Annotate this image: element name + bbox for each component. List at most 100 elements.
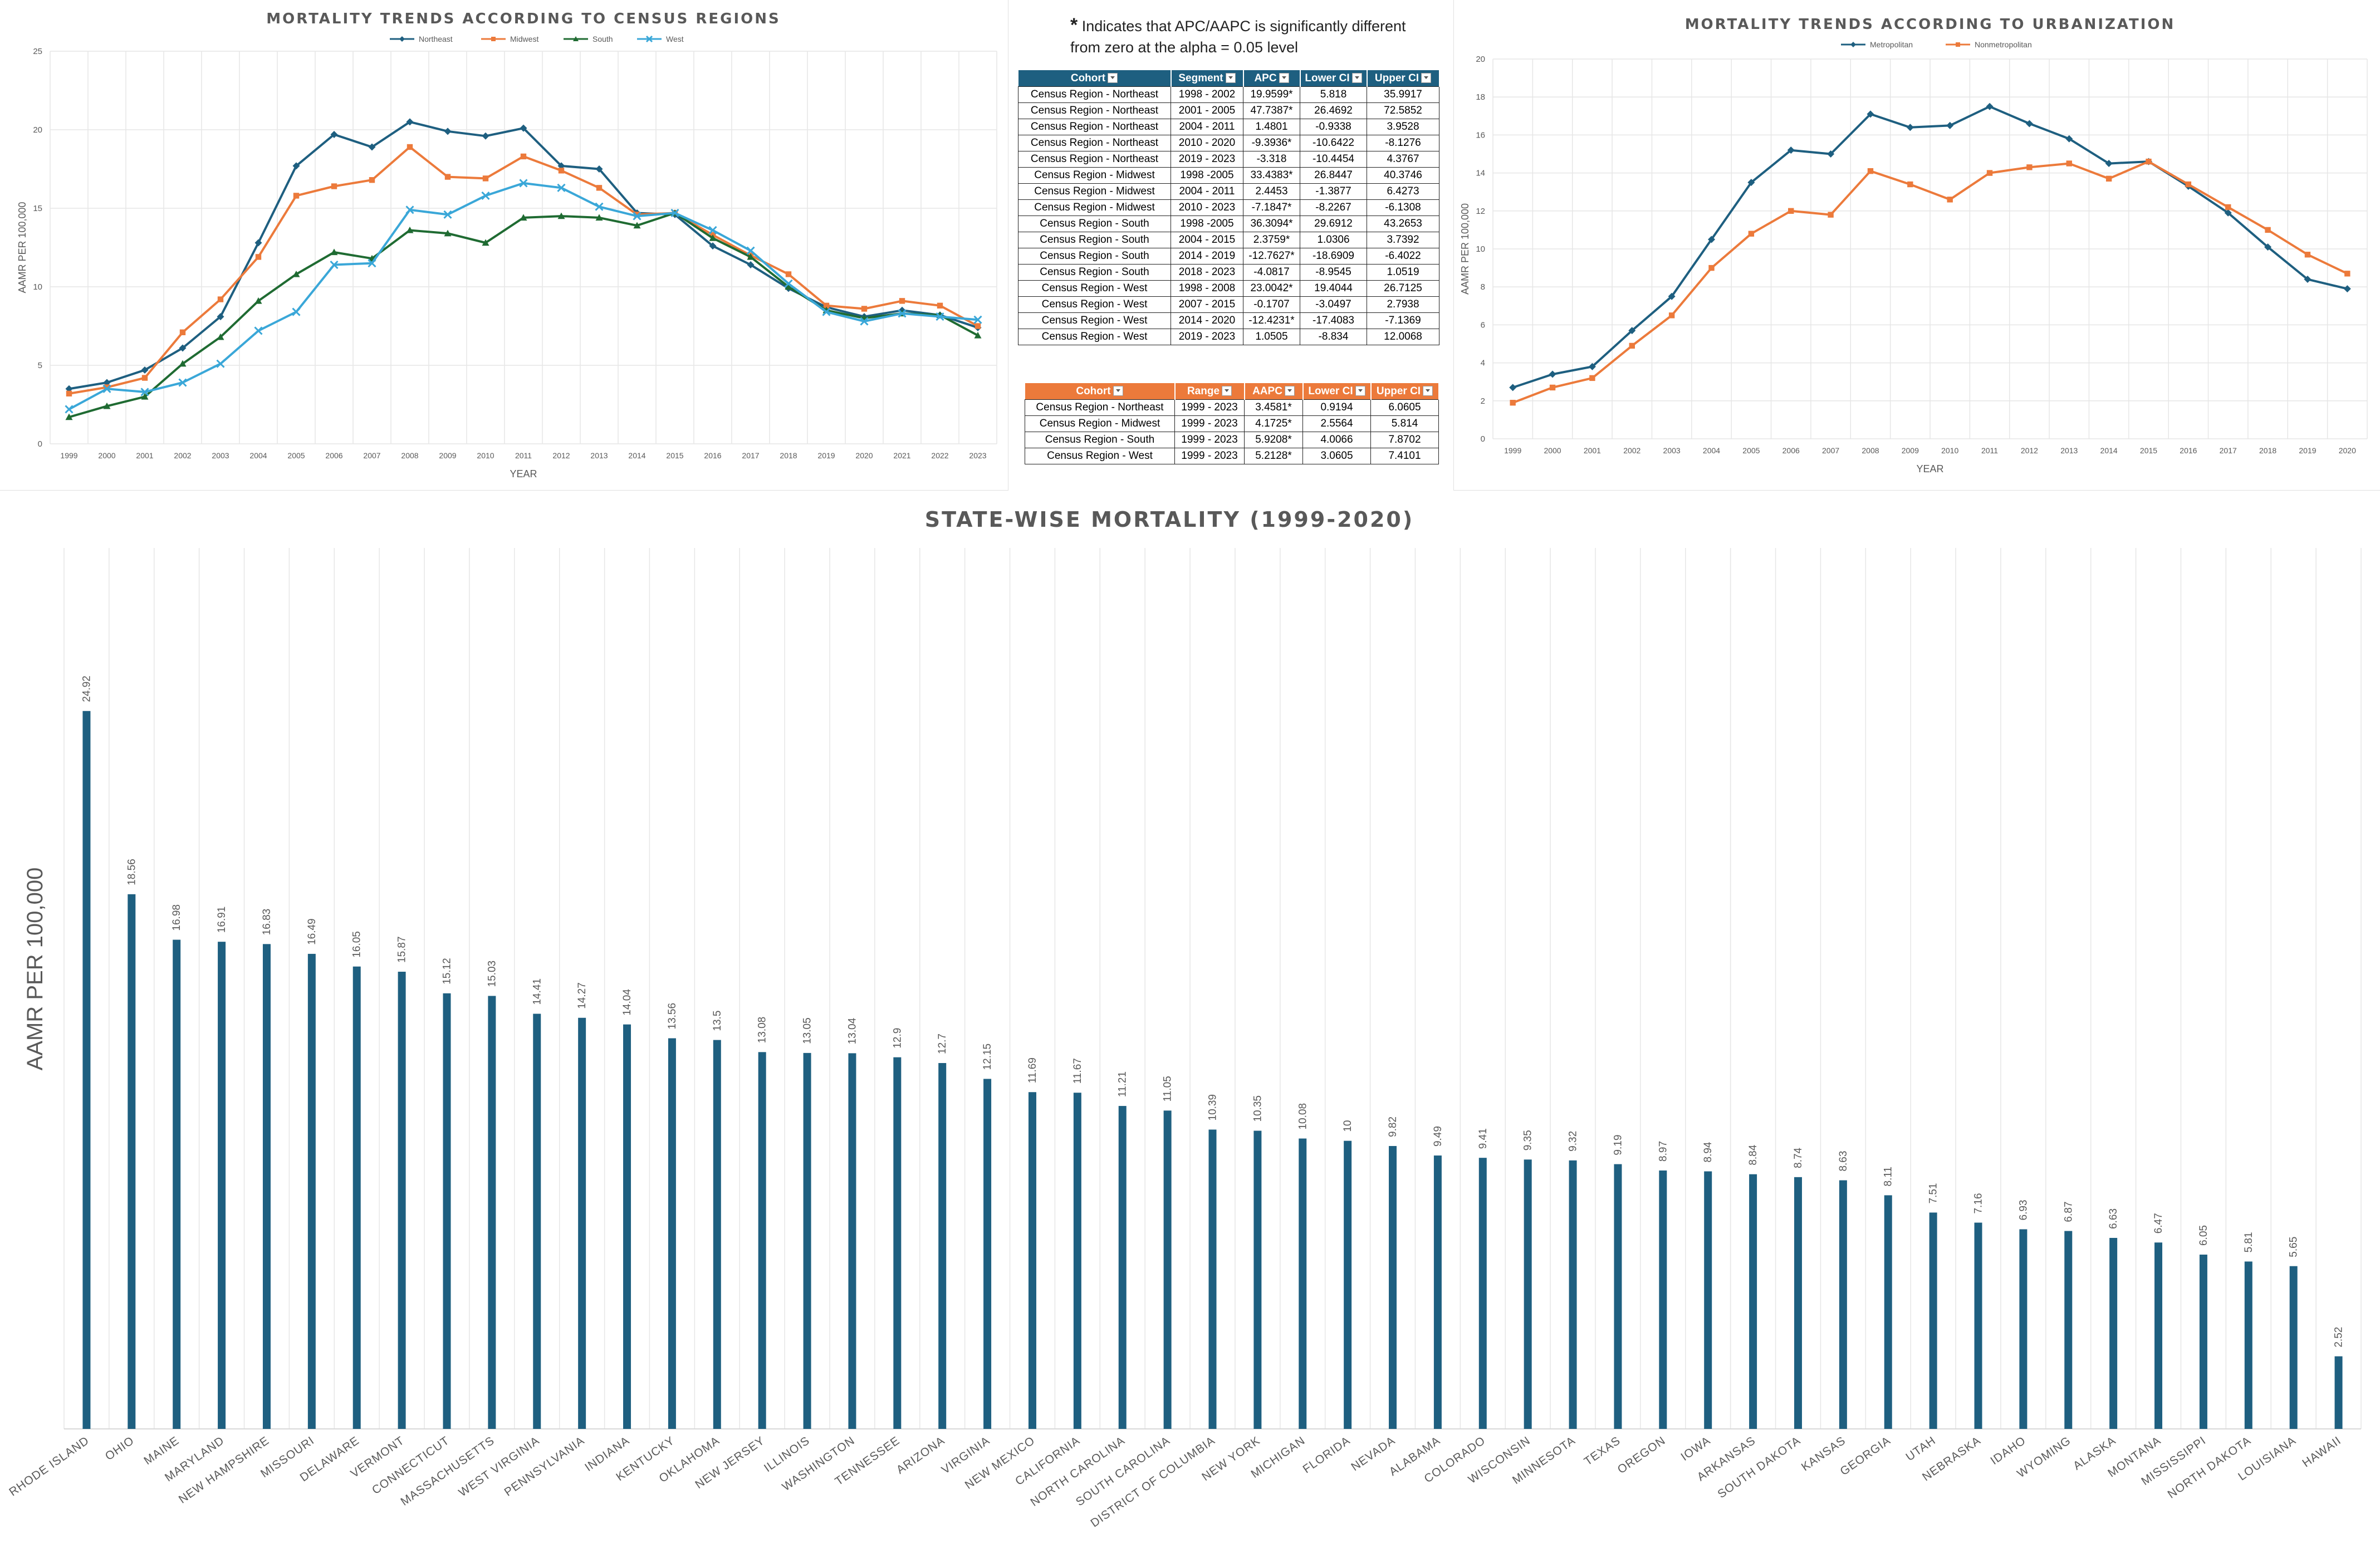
legend-marker bbox=[1850, 42, 1856, 47]
x-tick-label: OREGON bbox=[1615, 1434, 1668, 1476]
x-tick-label: 2005 bbox=[287, 451, 305, 460]
data-point-northeast bbox=[368, 143, 376, 151]
apc-table-row: Census Region - South 1998 -2005 36.3094* 2… bbox=[1018, 216, 1439, 232]
data-label: 13.08 bbox=[757, 1017, 768, 1044]
filter-dropdown-icon[interactable] bbox=[1421, 73, 1432, 84]
aapc-table-cell-aapc: 5.2128* bbox=[1244, 448, 1303, 464]
apc-table-cell-segment: 2014 - 2019 bbox=[1171, 248, 1243, 265]
bar-wyoming bbox=[2064, 1231, 2073, 1429]
bar-group-idaho: 6.93 IDAHO bbox=[1988, 1200, 2029, 1468]
apc-table-cell-upper-ci: -8.1276 bbox=[1367, 135, 1439, 151]
data-label: 5.65 bbox=[2288, 1237, 2300, 1257]
filter-dropdown-icon[interactable] bbox=[1225, 73, 1236, 84]
data-point-nonmetropolitan bbox=[2026, 164, 2033, 170]
urbanization-chart-panel: MORTALITY TRENDS ACCORDING TO URBANIZATI… bbox=[1453, 0, 2380, 491]
apc-table-cell-apc: -12.7627* bbox=[1243, 248, 1300, 265]
apc-table-cell-apc: -7.1847* bbox=[1243, 199, 1300, 216]
apc-table-header-lower-ci[interactable]: Lower CI bbox=[1300, 70, 1368, 87]
apc-table-cell-apc: -12.4231* bbox=[1243, 312, 1300, 329]
data-label: 16.05 bbox=[351, 931, 363, 958]
data-point-northeast bbox=[709, 242, 717, 250]
data-point-south bbox=[482, 239, 489, 246]
bar-massachusetts bbox=[488, 996, 496, 1429]
bar-georgia bbox=[1884, 1195, 1892, 1429]
data-label: 6.05 bbox=[2198, 1225, 2210, 1246]
bar-vermont bbox=[398, 971, 406, 1429]
data-point-northeast bbox=[595, 165, 603, 173]
apc-table-cell-upper-ci: 72.5852 bbox=[1367, 102, 1439, 119]
aapc-table-header-cohort[interactable]: Cohort bbox=[1025, 383, 1176, 400]
data-label: 8.11 bbox=[1883, 1167, 1894, 1187]
data-point-metropolitan bbox=[1787, 146, 1795, 154]
data-point-nonmetropolitan bbox=[2066, 160, 2072, 167]
data-point-metropolitan bbox=[1906, 124, 1914, 131]
data-label: 13.05 bbox=[802, 1017, 814, 1044]
bar-maine bbox=[173, 939, 181, 1429]
apc-table-header-cohort[interactable]: Cohort bbox=[1018, 70, 1172, 87]
y-axis-title: AAMR PER 100,000 bbox=[1460, 203, 1471, 295]
data-point-south bbox=[330, 248, 338, 256]
filter-dropdown-icon[interactable] bbox=[1113, 386, 1123, 396]
filter-dropdown-icon[interactable] bbox=[1279, 73, 1289, 84]
aapc-table-header-lower-ci[interactable]: Lower CI bbox=[1302, 383, 1372, 400]
legend-item-south: South bbox=[564, 35, 613, 43]
data-point-nonmetropolitan bbox=[1589, 375, 1595, 381]
filter-dropdown-icon[interactable] bbox=[1351, 73, 1362, 84]
bar-group-ohio: 18.56 OHIO bbox=[103, 859, 138, 1463]
apc-table-cell-cohort: Census Region - West bbox=[1018, 280, 1171, 297]
apc-table-header-upper-ci[interactable]: Upper CI bbox=[1367, 70, 1440, 87]
data-point-south bbox=[633, 222, 641, 229]
bar-minnesota bbox=[1569, 1160, 1577, 1429]
x-tick-label: 2020 bbox=[2339, 446, 2356, 455]
data-label: 9.35 bbox=[1522, 1130, 1534, 1150]
apc-table-cell-segment: 1998 -2005 bbox=[1171, 167, 1243, 184]
filter-dropdown-icon[interactable] bbox=[1355, 386, 1365, 396]
data-point-midwest bbox=[482, 175, 489, 182]
aapc-table-header-aapc[interactable]: AAPC bbox=[1244, 383, 1304, 400]
x-tick-label: 2007 bbox=[1822, 446, 1839, 455]
significance-note-text: Indicates that APC/AAPC is significantly… bbox=[1070, 18, 1406, 56]
bar-district-of-columbia bbox=[1208, 1129, 1217, 1429]
bar-montana bbox=[2154, 1242, 2163, 1429]
legend: Northeast Midwest South West bbox=[390, 35, 684, 43]
data-point-nonmetropolitan bbox=[1986, 170, 1993, 176]
filter-dropdown-icon[interactable] bbox=[1423, 386, 1433, 396]
bar-oregon bbox=[1659, 1170, 1667, 1429]
apc-table-header-segment[interactable]: Segment bbox=[1171, 70, 1244, 87]
data-point-northeast bbox=[747, 261, 755, 269]
data-point-west bbox=[216, 359, 225, 368]
bar-kentucky bbox=[668, 1038, 676, 1429]
aapc-table-header-range[interactable]: Range bbox=[1174, 383, 1245, 400]
data-label: 9.19 bbox=[1612, 1135, 1624, 1155]
bar-mississippi bbox=[2199, 1255, 2207, 1429]
data-label: 14.41 bbox=[531, 978, 543, 1005]
x-tick-label: 2004 bbox=[249, 451, 267, 460]
data-label: 6.93 bbox=[2017, 1200, 2029, 1221]
legend-item-metropolitan: Metropolitan bbox=[1841, 40, 1913, 49]
bar-missouri bbox=[307, 953, 316, 1429]
x-axis-title: YEAR bbox=[510, 468, 537, 479]
data-point-metropolitan bbox=[1588, 363, 1596, 370]
data-point-midwest bbox=[520, 153, 527, 160]
series-west bbox=[65, 179, 982, 414]
data-point-west bbox=[65, 405, 74, 414]
bar-new-mexico bbox=[1028, 1092, 1036, 1429]
data-point-nonmetropolitan bbox=[1867, 168, 1874, 174]
data-point-northeast bbox=[444, 128, 452, 135]
filter-dropdown-icon[interactable] bbox=[1284, 386, 1295, 396]
data-label: 16.83 bbox=[261, 909, 273, 936]
aapc-table-header-upper-ci[interactable]: Upper CI bbox=[1370, 383, 1439, 400]
apc-table-cell-upper-ci: 2.7938 bbox=[1367, 296, 1439, 313]
apc-table-header-apc[interactable]: APC bbox=[1243, 70, 1301, 87]
data-point-nonmetropolitan bbox=[2265, 227, 2271, 233]
apc-table-cell-segment: 2004 - 2011 bbox=[1171, 119, 1243, 135]
bar-california bbox=[1073, 1093, 1081, 1429]
filter-dropdown-icon[interactable] bbox=[1222, 386, 1232, 396]
x-tick-label: 2000 bbox=[98, 451, 115, 460]
data-point-south bbox=[747, 253, 755, 260]
filter-dropdown-icon[interactable] bbox=[1108, 73, 1118, 84]
